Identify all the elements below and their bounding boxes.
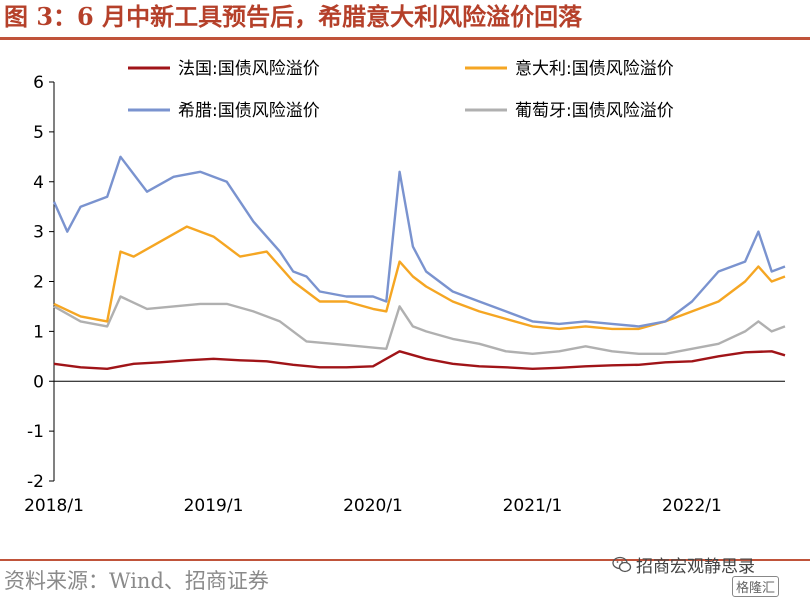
x-tick-label: 2021/1 <box>503 496 563 516</box>
series-line-3 <box>53 295 786 355</box>
y-tick-label: 1 <box>33 322 44 342</box>
y-tick-label: 3 <box>33 223 44 243</box>
legend-label-2: 希腊:国债风险溢价 <box>178 101 320 121</box>
watermark-text: 招商宏观静思录 <box>636 557 755 577</box>
chart-axes: -2 -1 0 1 2 3 4 5 6 2018/1 2019/1 2020/1 2021/1 2022/… <box>24 73 785 516</box>
title-rule <box>0 37 810 40</box>
chart-title: 图 3：6 月中新工具预告后，希腊意大利风险溢价回落 <box>4 2 583 31</box>
x-tick-label: 2019/1 <box>184 496 244 516</box>
x-tick-label: 2022/1 <box>662 496 722 516</box>
wechat-icon <box>612 556 632 572</box>
site-logo: 格隆汇 <box>732 576 780 597</box>
y-tick-label: 6 <box>33 73 44 93</box>
y-tick-label: 2 <box>33 273 44 293</box>
series-line-0 <box>53 350 786 370</box>
y-tick-label: -2 <box>27 472 44 492</box>
y-tick-label: 4 <box>33 173 44 193</box>
legend-label-1: 意大利:国债风险溢价 <box>515 59 674 79</box>
legend-label-0: 法国:国债风险溢价 <box>178 59 320 79</box>
line-chart: -2 -1 0 1 2 3 4 5 6 2018/1 2019/1 2020/1 2021/1 2022/… <box>24 59 786 516</box>
y-tick-label: -1 <box>27 422 44 442</box>
x-tick-label: 2018/1 <box>24 496 84 516</box>
footer-rule <box>0 559 810 561</box>
series-line-1 <box>53 225 786 331</box>
watermark: 招商宏观静思录 <box>612 552 755 577</box>
x-tick-label: 2020/1 <box>343 496 403 516</box>
chart-series <box>52 155 786 370</box>
series-line-2 <box>52 155 786 328</box>
source-note: 资料来源：Wind、招商证券 <box>4 569 269 593</box>
legend-label-3: 葡萄牙:国债风险溢价 <box>515 101 674 121</box>
y-tick-label: 0 <box>33 372 44 392</box>
y-tick-label: 5 <box>33 123 44 143</box>
